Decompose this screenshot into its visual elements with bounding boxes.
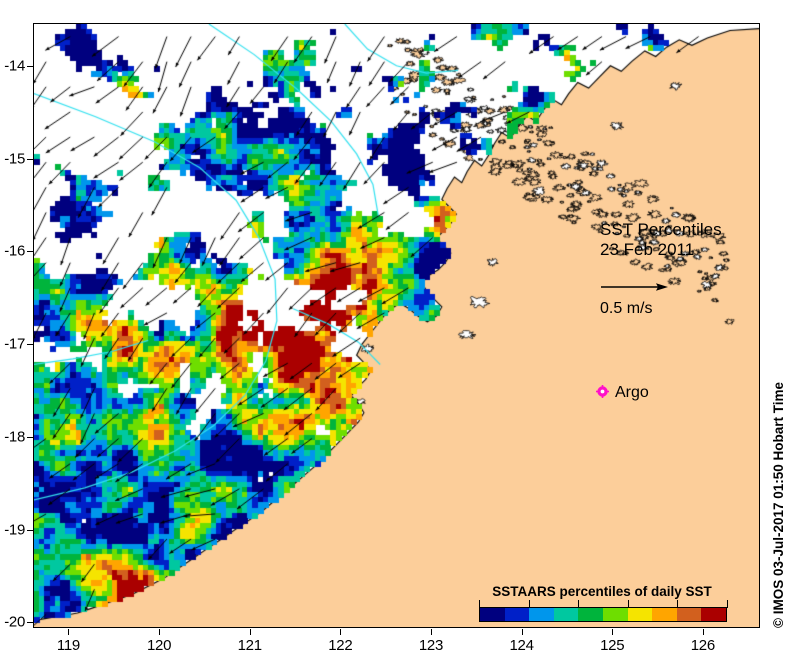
- y-tick-label: -14: [4, 57, 25, 75]
- y-tick-label: -15: [4, 150, 25, 167]
- colorbar-tick-label: 100: [714, 624, 739, 627]
- colorbar-tick: [627, 600, 629, 608]
- x-tick: [159, 629, 161, 635]
- colorbar-tick: [578, 600, 580, 608]
- y-tick-label: -16: [4, 242, 25, 260]
- colorbar-tick: [727, 600, 728, 608]
- credit-text: © IMOS 03-Jul-2017 01:50 Hobart Time: [771, 381, 786, 628]
- x-tick-label: 119: [56, 637, 80, 654]
- colorbar-title: SSTAARS percentiles of daily SST: [492, 584, 712, 599]
- x-tick-label: 125: [600, 637, 625, 654]
- colorbar-swatch: [480, 608, 505, 621]
- x-tick: [249, 629, 251, 635]
- colorbar-tick: [528, 600, 530, 608]
- colorbar-swatch: [578, 608, 603, 621]
- x-tick-label: 126: [690, 637, 715, 654]
- colorbar-tick-label: 60: [619, 624, 636, 627]
- colorbar-ticks: [479, 600, 728, 608]
- velocity-scale-label: 0.5 m/s: [600, 300, 653, 317]
- colorbar-swatch: [504, 608, 530, 621]
- x-tick: [430, 629, 432, 635]
- colorbar-swatch: [602, 608, 628, 621]
- x-tick: [521, 629, 523, 635]
- y-tick: [27, 65, 33, 67]
- colorbar-tick: [677, 600, 679, 608]
- sst-percentile-raster: [34, 24, 759, 627]
- x-tick-label: 121: [237, 637, 262, 654]
- x-tick: [340, 629, 342, 635]
- x-tick: [68, 629, 70, 635]
- colorbar: SSTAARS percentiles of daily SST 0 20 40 60…: [457, 584, 747, 627]
- colorbar-swatch: [529, 608, 554, 621]
- argo-float-marker-icon[interactable]: [596, 385, 609, 398]
- y-tick: [27, 529, 33, 531]
- map-plot-area: SST Percentiles 23 Feb 2011 0.5 m/s Argo…: [33, 23, 760, 628]
- velocity-scale-arrow-icon: [601, 283, 668, 291]
- x-tick: [702, 629, 704, 635]
- y-tick-label: -20: [4, 613, 25, 631]
- y-tick: [27, 251, 33, 253]
- y-tick: [27, 436, 33, 438]
- plot-title-line1: SST Percentiles: [600, 220, 722, 239]
- y-tick: [27, 344, 33, 346]
- x-tick-label: 123: [418, 637, 444, 654]
- colorbar-tick-labels: 0 20 40 60 80 100: [475, 624, 740, 627]
- argo-label: Argo: [615, 384, 649, 401]
- y-tick: [27, 622, 33, 624]
- colorbar-swatch: [701, 608, 726, 621]
- colorbar-gradient: [479, 607, 727, 622]
- colorbar-tick-label: 80: [669, 624, 686, 627]
- plot-title-line2: 23 Feb 2011: [600, 240, 695, 259]
- y-tick-label: -17: [4, 335, 25, 353]
- x-tick-label: 120: [146, 637, 172, 654]
- y-tick-label: -19: [4, 521, 25, 539]
- x-tick-label: 122: [328, 637, 353, 654]
- colorbar-swatch: [652, 608, 677, 621]
- colorbar-tick-label: 0: [475, 624, 483, 627]
- colorbar-swatch: [676, 608, 702, 621]
- y-tick-label: -18: [4, 428, 25, 446]
- colorbar-tick-label: 40: [570, 624, 587, 627]
- colorbar-swatch: [627, 608, 653, 621]
- colorbar-tick-label: 20: [520, 624, 537, 627]
- y-tick: [27, 158, 33, 160]
- x-tick-label: 124: [509, 637, 534, 654]
- colorbar-tick: [479, 600, 480, 608]
- plot-title: SST Percentiles 23 Feb 2011: [600, 220, 722, 260]
- x-tick: [612, 629, 614, 635]
- colorbar-swatch: [553, 608, 579, 621]
